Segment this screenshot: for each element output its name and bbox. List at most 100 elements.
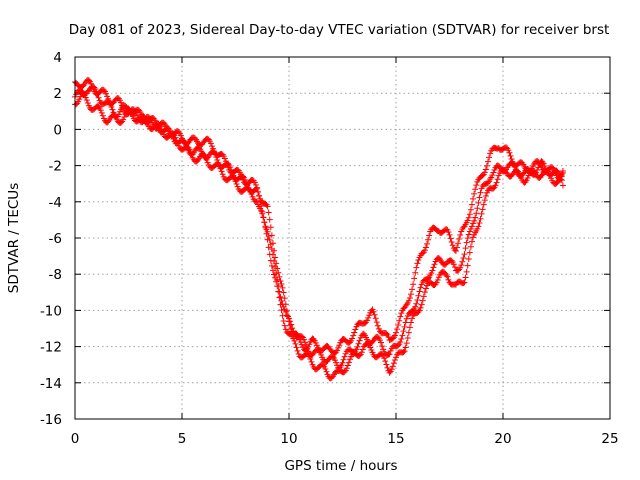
data-point	[350, 332, 357, 339]
data-point	[434, 276, 441, 283]
data-point	[265, 244, 272, 251]
data-point	[369, 338, 376, 345]
data-point	[281, 322, 288, 329]
data-point	[346, 339, 353, 346]
data-point	[476, 220, 483, 227]
data-point	[547, 172, 554, 179]
chart-title: Day 081 of 2023, Sidereal Day-to-day VTE…	[69, 22, 610, 38]
data-point	[558, 177, 565, 184]
data-point	[274, 265, 281, 272]
data-point	[378, 339, 385, 346]
data-point	[460, 254, 467, 261]
data-point	[238, 174, 245, 181]
data-point	[470, 195, 477, 202]
data-point	[254, 188, 261, 195]
data-point	[221, 155, 228, 162]
y-tick-label: -12	[40, 340, 62, 356]
data-point	[464, 235, 471, 242]
data-point	[305, 343, 312, 350]
data-point	[410, 307, 417, 314]
data-point	[419, 297, 426, 304]
data-point	[481, 197, 488, 204]
data-point	[287, 322, 294, 329]
data-point	[482, 193, 489, 200]
data-point	[288, 326, 295, 333]
x-tick-label: 15	[387, 431, 404, 447]
data-point	[397, 339, 404, 346]
data-point	[426, 232, 433, 239]
data-point	[277, 293, 284, 300]
data-point	[278, 281, 285, 288]
data-point	[370, 308, 377, 315]
y-tick-label: -10	[40, 303, 62, 319]
data-point	[559, 168, 566, 175]
data-point	[365, 341, 372, 348]
data-point	[372, 315, 379, 322]
data-point	[322, 366, 329, 373]
data-point	[490, 169, 497, 176]
data-point	[269, 267, 276, 274]
data-point	[293, 344, 300, 351]
data-point	[339, 359, 346, 366]
data-point	[495, 172, 502, 179]
data-point	[401, 348, 408, 355]
y-tick-label: 0	[53, 122, 62, 138]
data-point	[288, 331, 295, 338]
data-point	[457, 231, 464, 238]
data-point	[217, 165, 224, 172]
data-point	[80, 91, 87, 98]
data-point	[328, 374, 335, 381]
data-point	[121, 114, 128, 121]
data-point	[272, 254, 279, 261]
data-point	[268, 262, 275, 269]
data-point	[431, 261, 438, 268]
data-point	[458, 262, 465, 269]
data-point	[203, 156, 210, 163]
data-point	[485, 179, 492, 186]
data-point	[447, 235, 454, 242]
data-point	[479, 172, 486, 179]
y-tick-label: -6	[49, 231, 62, 247]
y-tick-label: -16	[40, 412, 62, 428]
data-point	[374, 322, 381, 329]
data-point	[409, 286, 416, 293]
data-point	[111, 112, 118, 119]
data-point	[277, 301, 284, 308]
data-point	[188, 151, 195, 158]
data-point	[430, 264, 437, 271]
data-point	[412, 303, 419, 310]
data-point	[76, 96, 83, 103]
data-point	[480, 201, 487, 208]
data-point	[391, 357, 398, 364]
data-point	[338, 362, 345, 369]
data-point	[336, 342, 343, 349]
data-point	[248, 191, 255, 198]
data-point	[346, 356, 353, 363]
data-point	[345, 359, 352, 366]
data-point	[82, 94, 89, 101]
data-point	[398, 336, 405, 343]
data-point	[333, 359, 340, 366]
data-point	[417, 304, 424, 311]
data-point	[402, 344, 409, 351]
data-point	[403, 340, 410, 347]
data-point	[397, 313, 404, 320]
data-point	[352, 326, 359, 333]
data-point	[208, 143, 215, 150]
data-point	[435, 254, 442, 261]
data-point	[418, 301, 425, 308]
data-point	[448, 257, 455, 264]
data-point	[429, 267, 436, 274]
data-point	[393, 354, 399, 361]
data-point	[406, 294, 413, 301]
y-tick-label: 2	[53, 86, 62, 102]
data-point	[424, 240, 431, 247]
data-point	[202, 154, 209, 161]
data-point	[559, 182, 566, 189]
data-point	[405, 297, 412, 304]
data-point	[486, 154, 493, 161]
data-point	[380, 346, 387, 353]
data-point	[373, 319, 380, 326]
data-point	[411, 275, 418, 282]
